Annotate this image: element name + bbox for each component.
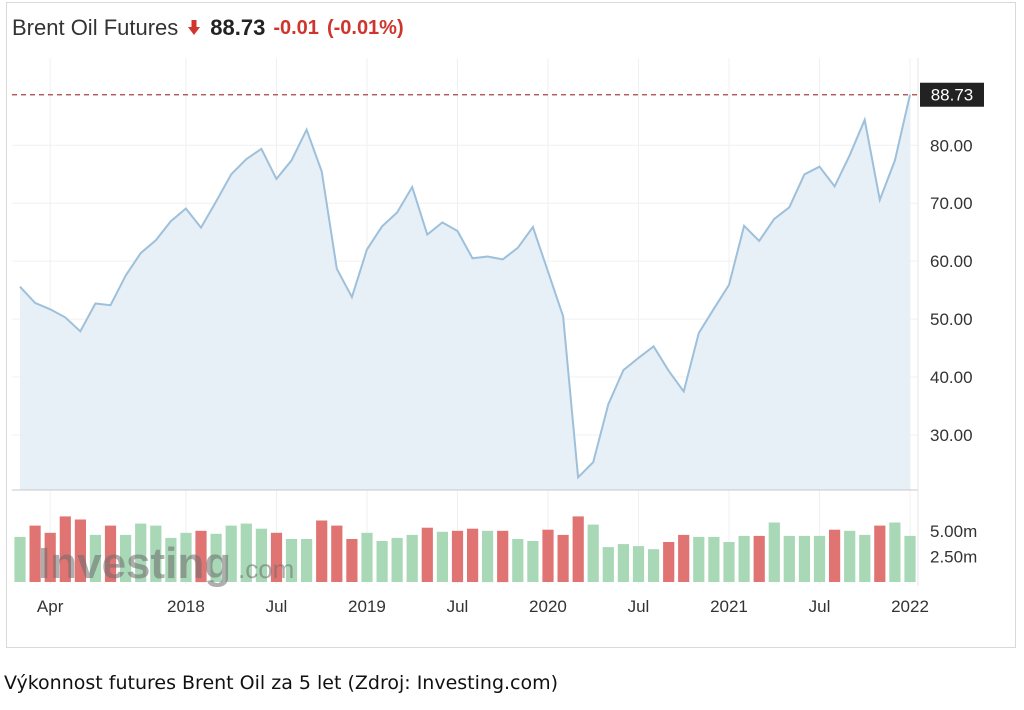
last-price: 88.73 [210, 15, 266, 40]
volume-bar [44, 532, 56, 582]
y-tick-label: 70.00 [930, 194, 973, 213]
volume-bar [512, 539, 524, 582]
volume-bar [89, 534, 101, 582]
volume-bar [783, 535, 795, 582]
volume-bar [391, 537, 403, 582]
x-tick-label: Jul [628, 597, 650, 616]
volume-bar [120, 534, 132, 582]
volume-bar [874, 525, 886, 582]
x-tick-label: 2018 [167, 597, 205, 616]
volume-bar [813, 535, 826, 582]
price-change-percent: (-0.01%) [326, 16, 404, 39]
volume-bar [361, 532, 373, 582]
price-chart: 88.73 80.00 70.00 60.00 50.00 40.00 30.00 5.00m… [12, 58, 984, 616]
x-tick-label: 2021 [710, 597, 748, 616]
volume-bar [542, 529, 554, 582]
volume-bar [436, 531, 448, 582]
volume-tick-label: 2.50m [930, 547, 977, 566]
x-tick-label: Jul [809, 597, 831, 616]
volume-bar [602, 547, 614, 582]
volume-bar [240, 523, 252, 582]
x-tick-label: 2019 [348, 597, 386, 616]
volume-bar [180, 532, 192, 582]
volume-bar [74, 519, 86, 582]
volume-bar [497, 530, 509, 583]
volume-bar [844, 530, 856, 583]
x-tick-label: 2022 [891, 597, 929, 616]
volume-bar [150, 525, 162, 582]
volume-bar [572, 516, 584, 582]
down-arrow-icon [188, 20, 201, 35]
x-tick-label: Apr [37, 597, 64, 616]
y-tick-label: 30.00 [930, 426, 973, 445]
last-price-label: 88.73 [931, 86, 974, 105]
volume-bar [663, 542, 675, 582]
volume-bar [29, 525, 41, 582]
volume-bar [406, 534, 418, 582]
volume-bar [648, 549, 660, 582]
volume-bar [270, 532, 283, 582]
volume-bar [59, 516, 71, 582]
price-change: -0.01 [273, 16, 319, 39]
last-price-label-bg [920, 82, 984, 107]
volume-bar [557, 534, 569, 582]
volume-bar [316, 520, 328, 582]
volume-bar [482, 530, 494, 583]
x-tick-label: 2020 [529, 597, 567, 616]
volume-bar [285, 539, 298, 582]
volume-bar [889, 522, 901, 582]
figure-caption: Výkonnost futures Brent Oil za 5 let (Zd… [4, 672, 559, 694]
volume-bar [693, 536, 705, 582]
volume-bar [14, 536, 26, 582]
price-area [20, 94, 910, 490]
volume-bar [135, 523, 147, 582]
volume-bar [421, 527, 433, 582]
volume-bar [768, 522, 780, 582]
volume-bar [829, 529, 841, 582]
volume-bar [708, 536, 720, 582]
volume-bar [301, 539, 313, 582]
volume-bar [678, 534, 690, 582]
volume-bar [255, 528, 267, 582]
y-tick-label: 50.00 [930, 310, 973, 329]
volume-bar [210, 533, 222, 582]
chart-header: Brent Oil Futures 88.73 -0.01 (-0.01%) [12, 14, 404, 42]
x-tick-label: Jul [447, 597, 469, 616]
volume-bar [617, 544, 629, 582]
volume-bar [738, 535, 750, 582]
volume-bar [753, 535, 765, 582]
x-tick-label: Jul [266, 597, 288, 616]
volume-bar [723, 542, 735, 582]
volume-bar [376, 541, 388, 582]
volume-bar [467, 528, 479, 582]
volume-bar [331, 525, 343, 582]
volume-bar [904, 535, 916, 582]
volume-bar [859, 534, 871, 582]
volume-bar [798, 535, 810, 582]
instrument-title: Brent Oil Futures [12, 15, 179, 40]
volume-tick-label: 5.00m [930, 522, 977, 541]
volume-bar [346, 539, 358, 582]
y-tick-label: 40.00 [930, 368, 973, 387]
volume-bar [195, 530, 207, 583]
y-tick-label: 80.00 [930, 136, 973, 155]
investing-watermark-suffix: .com [238, 554, 294, 584]
volume-bar [632, 546, 645, 582]
volume-bar [451, 530, 464, 583]
volume-bar [587, 524, 599, 582]
volume-bar [225, 525, 237, 582]
volume-bar [165, 537, 177, 582]
volume-bar [104, 525, 117, 582]
investing-watermark: Investing [38, 539, 231, 588]
volume-bar [527, 541, 539, 582]
price-line [19, 94, 911, 480]
y-tick-label: 60.00 [930, 252, 973, 271]
